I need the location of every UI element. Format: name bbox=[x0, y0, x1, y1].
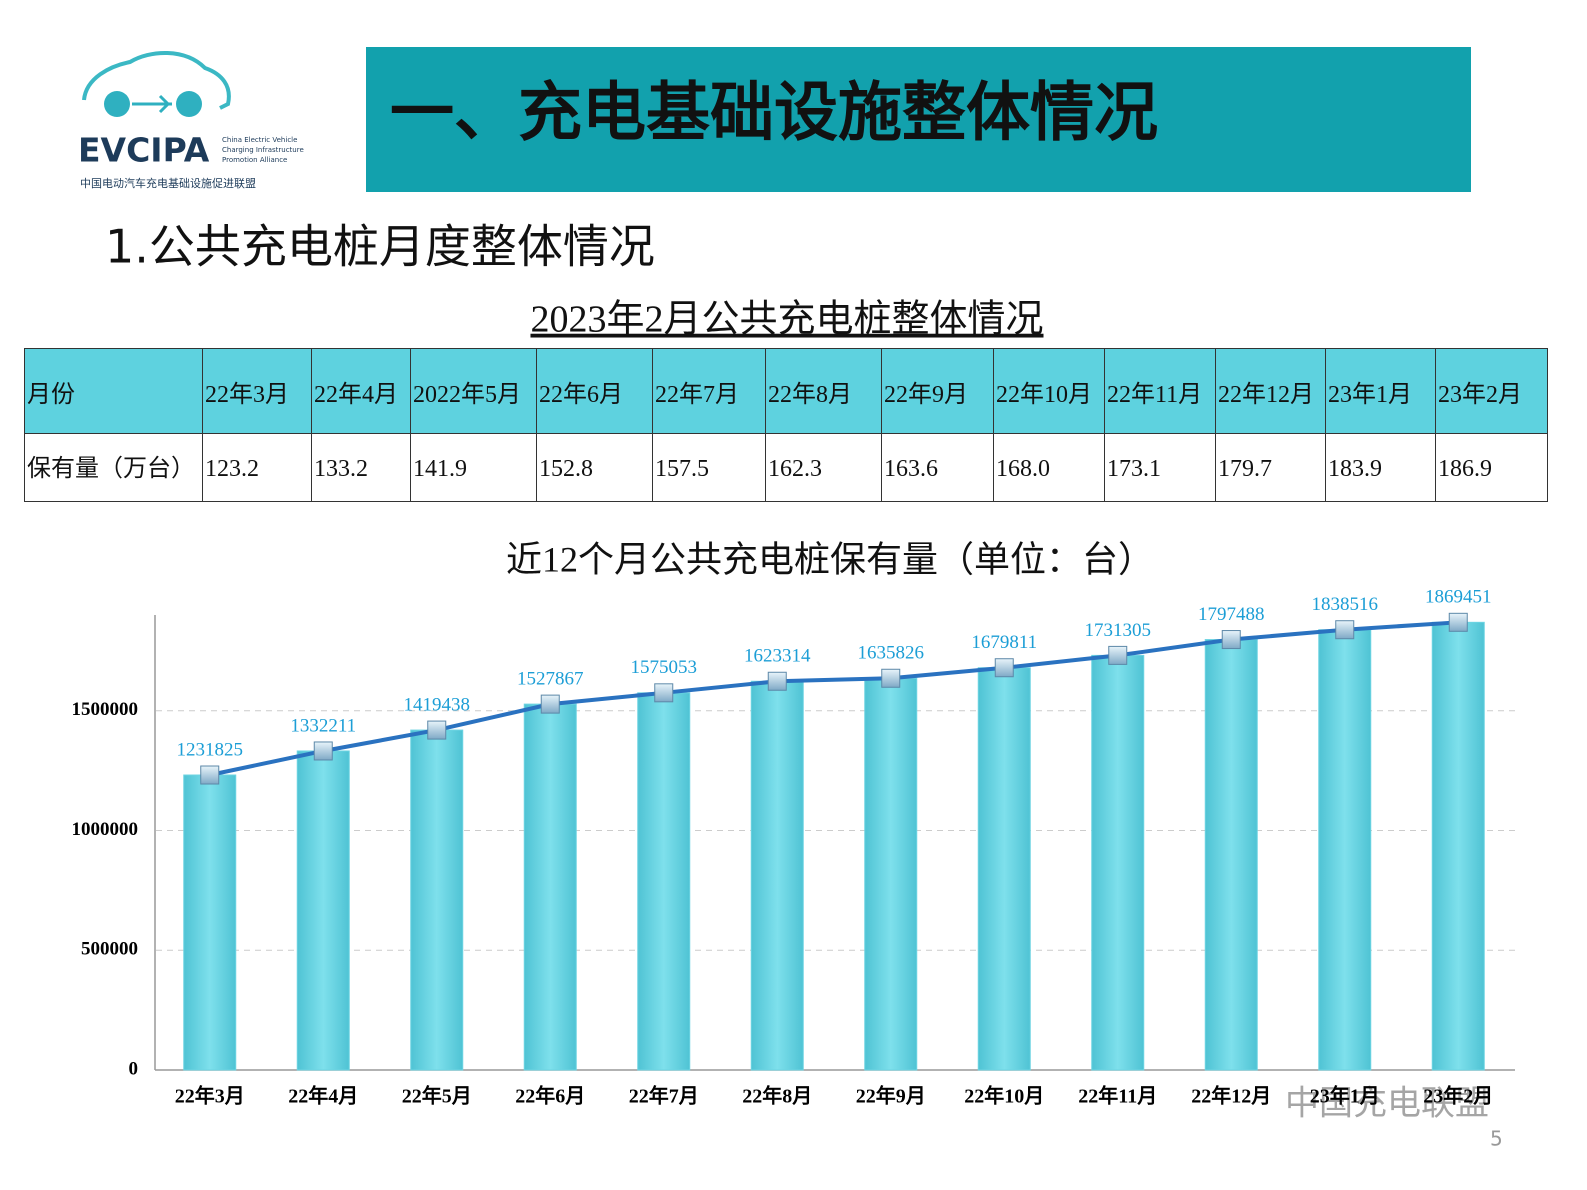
subtitle: 1.公共充电桩月度整体情况 bbox=[105, 220, 655, 274]
line-marker bbox=[1448, 612, 1468, 632]
bar bbox=[296, 750, 350, 1071]
line-marker bbox=[994, 658, 1014, 678]
x-tick-label: 22年7月 bbox=[629, 1084, 699, 1108]
line-marker bbox=[1221, 630, 1241, 650]
chart-title: 近12个月公共充电桩保有量（单位：台） bbox=[506, 539, 1154, 579]
bar bbox=[864, 677, 918, 1071]
bar bbox=[410, 729, 464, 1071]
x-tick-label: 22年8月 bbox=[742, 1084, 812, 1108]
header-title: 一、充电基础设施整体情况 bbox=[390, 78, 1158, 149]
x-tick-label: 22年10月 bbox=[964, 1084, 1044, 1108]
data-label: 1797488 bbox=[1198, 604, 1265, 625]
table-cell: 保有量（万台） bbox=[24, 433, 204, 502]
table-header-cell: 22年10月 bbox=[993, 348, 1106, 435]
table-cell: 163.6 bbox=[881, 433, 995, 502]
line-marker bbox=[767, 671, 787, 691]
data-label: 1332211 bbox=[290, 715, 356, 736]
table-header-cell: 22年4月 bbox=[311, 348, 412, 435]
logo-name: EVCIPA bbox=[78, 131, 210, 170]
table-cell: 152.8 bbox=[536, 433, 654, 502]
table-cell: 173.1 bbox=[1104, 433, 1217, 502]
table-cell: 168.0 bbox=[993, 433, 1106, 502]
table-header-cell: 22年9月 bbox=[881, 348, 995, 435]
data-label: 1635826 bbox=[858, 643, 925, 664]
x-tick-label: 23年2月 bbox=[1423, 1084, 1493, 1108]
x-tick-label: 22年6月 bbox=[515, 1084, 585, 1108]
line-marker bbox=[654, 683, 674, 703]
x-tick-label: 23年1月 bbox=[1310, 1084, 1380, 1108]
data-label: 1679811 bbox=[971, 632, 1037, 653]
y-tick-label: 0 bbox=[129, 1058, 139, 1079]
line-marker bbox=[313, 741, 333, 761]
logo-wheel bbox=[104, 91, 130, 117]
y-tick-label: 500000 bbox=[81, 939, 138, 960]
bar bbox=[637, 692, 691, 1071]
table-header-cell: 23年2月 bbox=[1435, 348, 1548, 435]
bar bbox=[977, 667, 1031, 1071]
line-marker bbox=[1335, 620, 1355, 640]
table-cell: 157.5 bbox=[652, 433, 767, 502]
table-header-cell: 月份 bbox=[24, 348, 204, 435]
x-tick-label: 22年3月 bbox=[175, 1084, 245, 1108]
bar bbox=[1318, 629, 1372, 1071]
bar bbox=[1431, 621, 1485, 1071]
watermark: 中国充电联盟 bbox=[1285, 1084, 1489, 1124]
line-marker bbox=[881, 668, 901, 688]
table-header-cell: 22年7月 bbox=[652, 348, 767, 435]
x-tick-label: 22年11月 bbox=[1078, 1084, 1157, 1108]
logo-car bbox=[82, 51, 231, 110]
x-tick-label: 22年5月 bbox=[402, 1084, 472, 1108]
line-marker bbox=[540, 694, 560, 714]
logo-plug bbox=[132, 94, 172, 114]
table-cell: 123.2 bbox=[202, 433, 313, 502]
bar bbox=[750, 680, 804, 1071]
table-cell: 183.9 bbox=[1325, 433, 1437, 502]
bar bbox=[523, 703, 577, 1071]
bar bbox=[183, 774, 237, 1071]
data-label: 1527867 bbox=[517, 668, 584, 689]
page-number: 5 bbox=[1490, 1127, 1503, 1151]
line-marker bbox=[1108, 645, 1128, 665]
data-label: 1731305 bbox=[1085, 620, 1152, 641]
data-label: 1838516 bbox=[1312, 594, 1379, 615]
data-label: 1419438 bbox=[404, 694, 471, 715]
table-header-cell: 22年3月 bbox=[202, 348, 313, 435]
table-title: 2023年2月公共充电桩整体情况 bbox=[530, 299, 1043, 341]
table-header-cell: 2022年5月 bbox=[410, 348, 538, 435]
logo-english: Charging Infrastructure bbox=[222, 146, 304, 154]
logo-wheel bbox=[176, 91, 202, 117]
table-cell: 141.9 bbox=[410, 433, 538, 502]
data-label: 1231825 bbox=[177, 739, 244, 760]
table-header-cell: 22年8月 bbox=[765, 348, 883, 435]
x-tick-label: 22年4月 bbox=[288, 1084, 358, 1108]
table-cell: 133.2 bbox=[311, 433, 412, 502]
header-band bbox=[366, 47, 1471, 192]
table-header-cell: 22年12月 bbox=[1215, 348, 1327, 435]
y-tick-label: 1500000 bbox=[72, 699, 139, 720]
data-label: 1575053 bbox=[631, 657, 698, 678]
table-header-cell: 23年1月 bbox=[1325, 348, 1437, 435]
bar bbox=[1091, 654, 1145, 1071]
logo-chinese: 中国电动汽车充电基础设施促进联盟 bbox=[80, 176, 256, 190]
table-header-cell: 22年6月 bbox=[536, 348, 654, 435]
logo: EVCIPA China Electric Vehicle Charging I… bbox=[78, 51, 304, 190]
table-cell: 186.9 bbox=[1435, 433, 1548, 502]
x-tick-label: 22年12月 bbox=[1191, 1084, 1271, 1108]
data-label: 1869451 bbox=[1425, 587, 1492, 608]
table-cell: 162.3 bbox=[765, 433, 883, 502]
x-tick-label: 22年9月 bbox=[856, 1084, 926, 1108]
table-cell: 179.7 bbox=[1215, 433, 1327, 502]
table-header-cell: 22年11月 bbox=[1104, 348, 1217, 435]
logo-english: China Electric Vehicle bbox=[222, 136, 297, 144]
bar bbox=[1204, 639, 1258, 1071]
data-label: 1623314 bbox=[744, 646, 811, 667]
y-tick-label: 1000000 bbox=[72, 819, 139, 840]
line-marker bbox=[427, 720, 447, 740]
line-marker bbox=[200, 765, 220, 785]
trend-line bbox=[209, 620, 1459, 777]
logo-english: Promotion Alliance bbox=[222, 156, 287, 164]
